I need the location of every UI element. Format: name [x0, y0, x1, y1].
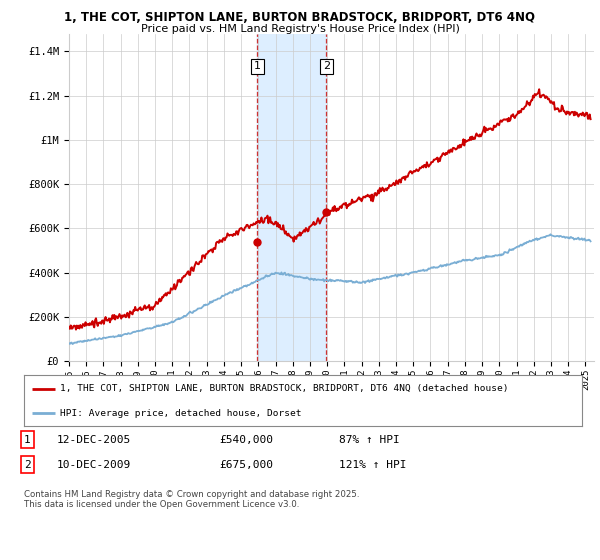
- Text: 2: 2: [323, 62, 330, 71]
- Text: 87% ↑ HPI: 87% ↑ HPI: [339, 435, 400, 445]
- Text: 1, THE COT, SHIPTON LANE, BURTON BRADSTOCK, BRIDPORT, DT6 4NQ (detached house): 1, THE COT, SHIPTON LANE, BURTON BRADSTO…: [60, 384, 509, 393]
- Text: 121% ↑ HPI: 121% ↑ HPI: [339, 460, 407, 470]
- Text: 1: 1: [24, 435, 31, 445]
- Text: Price paid vs. HM Land Registry's House Price Index (HPI): Price paid vs. HM Land Registry's House …: [140, 24, 460, 34]
- Text: HPI: Average price, detached house, Dorset: HPI: Average price, detached house, Dors…: [60, 408, 302, 418]
- Text: 2: 2: [24, 460, 31, 470]
- Text: 12-DEC-2005: 12-DEC-2005: [57, 435, 131, 445]
- Text: £540,000: £540,000: [219, 435, 273, 445]
- Bar: [257, 34, 326, 361]
- Text: Contains HM Land Registry data © Crown copyright and database right 2025.
This d: Contains HM Land Registry data © Crown c…: [24, 490, 359, 510]
- Text: £675,000: £675,000: [219, 460, 273, 470]
- Text: 1: 1: [254, 62, 261, 71]
- Text: 10-DEC-2009: 10-DEC-2009: [57, 460, 131, 470]
- Text: 1, THE COT, SHIPTON LANE, BURTON BRADSTOCK, BRIDPORT, DT6 4NQ: 1, THE COT, SHIPTON LANE, BURTON BRADSTO…: [65, 11, 536, 24]
